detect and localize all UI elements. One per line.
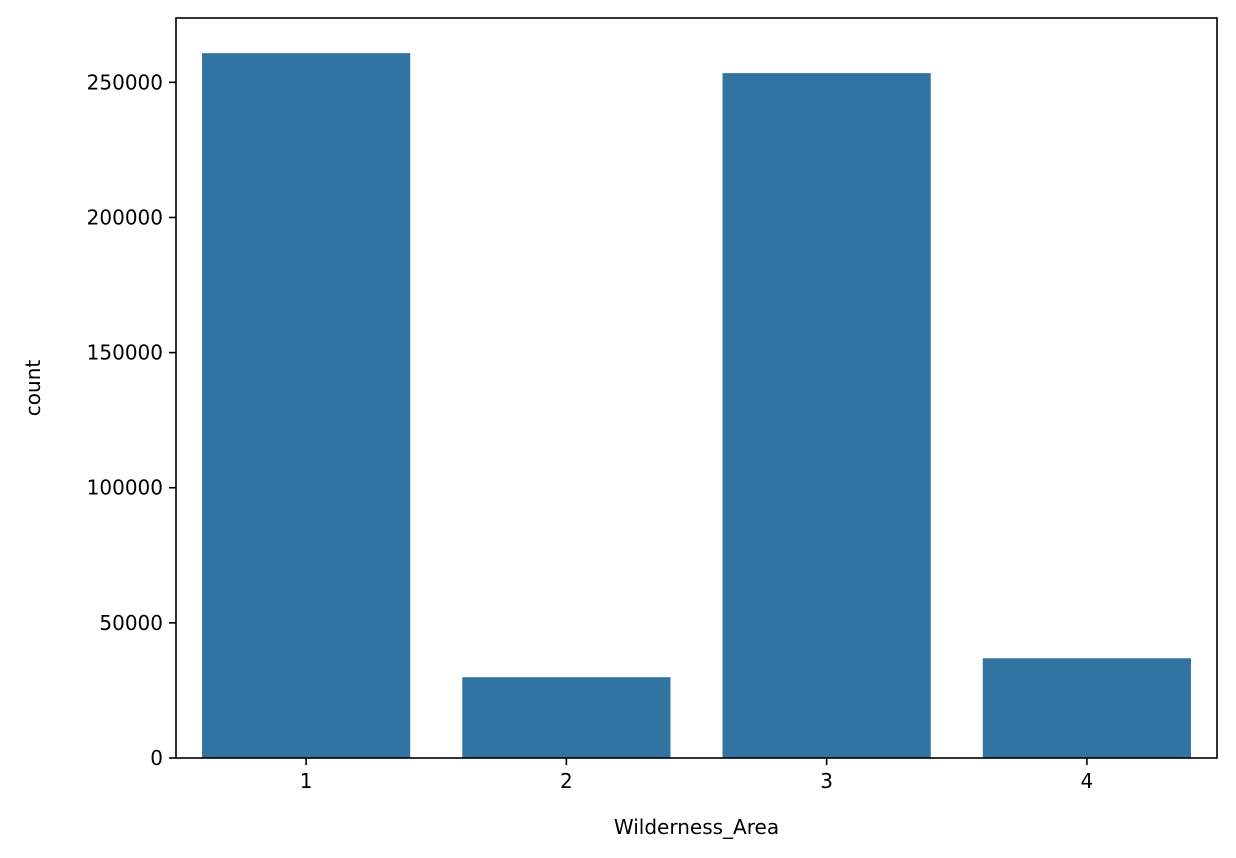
plot-frame bbox=[175, 17, 1218, 759]
y-tick-label: 50000 bbox=[99, 611, 163, 635]
y-tick-label: 0 bbox=[150, 746, 163, 770]
bar-1 bbox=[202, 53, 411, 759]
y-tick-label: 100000 bbox=[87, 476, 163, 500]
x-axis-title: Wilderness_Area bbox=[614, 815, 779, 839]
x-axis: 1 2 3 4 bbox=[300, 758, 1093, 793]
x-tick-label: 2 bbox=[560, 769, 573, 793]
bar-2 bbox=[462, 677, 671, 758]
bar-3 bbox=[722, 73, 931, 758]
x-tick-label: 1 bbox=[300, 769, 313, 793]
y-tick-label: 250000 bbox=[87, 70, 163, 94]
bar-4 bbox=[982, 658, 1191, 758]
x-tick-label: 4 bbox=[1081, 769, 1094, 793]
y-axis: 0 50000 100000 150000 200000 250000 bbox=[87, 70, 176, 770]
y-tick-label: 150000 bbox=[87, 341, 163, 365]
y-tick-label: 200000 bbox=[87, 205, 163, 229]
bars-group bbox=[202, 53, 1191, 759]
y-axis-title: count bbox=[21, 360, 45, 417]
x-tick-label: 3 bbox=[820, 769, 833, 793]
